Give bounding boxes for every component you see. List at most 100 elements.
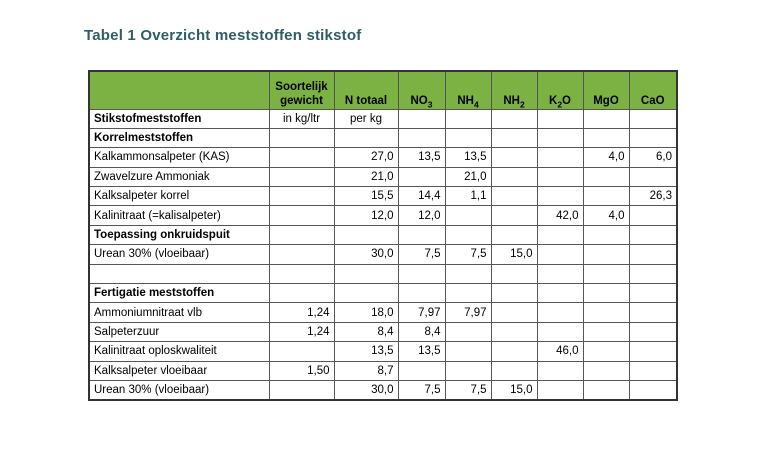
cell	[444, 341, 492, 362]
cell: 1,50	[268, 360, 335, 381]
cell	[444, 127, 492, 149]
cell	[333, 283, 399, 304]
cell	[397, 166, 446, 188]
cell: 7,97	[444, 302, 492, 323]
cell	[397, 263, 446, 285]
cell	[628, 244, 678, 265]
cell: 13,5	[444, 147, 492, 168]
cell	[268, 147, 335, 168]
cell	[490, 302, 538, 323]
row-label: Kalkammonsalpeter (KAS)	[88, 147, 270, 168]
cell	[444, 224, 492, 246]
cell	[536, 147, 584, 168]
col-subscript: 2	[519, 99, 525, 109]
row-label: Urean 30% (vloeibaar)	[88, 379, 270, 401]
row-label: Kalinitraat oploskwaliteit	[88, 341, 270, 362]
cell	[628, 224, 678, 246]
row-label: Fertigatie meststoffen	[88, 283, 270, 304]
cell	[536, 108, 584, 129]
cell	[444, 263, 492, 285]
cell: 13,5	[397, 147, 446, 168]
cell	[582, 379, 630, 401]
col-label: NO	[410, 94, 428, 107]
table-row: Urean 30% (vloeibaar) 30,0 7,5 7,5 15,0	[88, 379, 678, 401]
row-label: Salpeterzuur	[88, 321, 270, 343]
row-label: Stikstofmeststoffen	[88, 108, 270, 129]
cell	[444, 321, 492, 343]
header-col-soortelijk-gewicht: Soortelijk gewicht	[268, 70, 335, 110]
cell	[268, 127, 335, 149]
table-row: Kalksalpeter vloeibaar 1,50 8,7	[88, 360, 678, 381]
cell	[268, 186, 335, 207]
cell: 21,0	[333, 166, 399, 188]
cell	[333, 127, 399, 149]
col-subscript: 4	[473, 99, 479, 109]
cell	[628, 127, 678, 149]
cell: 1,1	[444, 186, 492, 207]
cell	[490, 108, 538, 129]
cell: 15,0	[490, 379, 538, 401]
header-row: Soortelijk gewicht N totaal NO3 NH4 NH2 …	[88, 70, 678, 110]
col-label: MgO	[593, 94, 619, 107]
cell: 1,24	[268, 321, 335, 343]
cell: 14,4	[397, 186, 446, 207]
cell	[582, 186, 630, 207]
cell: 7,5	[397, 244, 446, 265]
cell: 21,0	[444, 166, 492, 188]
cell	[444, 205, 492, 226]
cell	[268, 263, 335, 285]
cell	[490, 283, 538, 304]
col-label: CaO	[640, 94, 665, 107]
cell	[490, 360, 538, 381]
table-caption: Tabel 1 Overzicht meststoffen stikstof	[84, 27, 362, 44]
cell	[333, 263, 399, 285]
header-col-nh4: NH4	[444, 70, 492, 110]
cell	[536, 302, 584, 323]
cell: 13,5	[333, 341, 399, 362]
cell	[582, 302, 630, 323]
cell: 27,0	[333, 147, 399, 168]
cell: 1,24	[268, 302, 335, 323]
header-col-nh2: NH2	[490, 70, 538, 110]
cell	[536, 360, 584, 381]
row-label: Urean 30% (vloeibaar)	[88, 244, 270, 265]
cell	[490, 127, 538, 149]
cell	[582, 127, 630, 149]
cell	[490, 186, 538, 207]
header-col-mgo: MgO	[582, 70, 630, 110]
header-col-no3: NO3	[397, 70, 446, 110]
cell: 26,3	[628, 186, 678, 207]
cell: 13,5	[397, 341, 446, 362]
cell	[268, 341, 335, 362]
cell: in kg/ltr	[268, 108, 335, 129]
col-subscript: 3	[427, 99, 433, 109]
cell: 8,7	[333, 360, 399, 381]
table-row: Urean 30% (vloeibaar) 30,0 7,5 7,5 15,0	[88, 244, 678, 265]
cell	[397, 127, 446, 149]
row-label: Toepassing onkruidspuit	[88, 224, 270, 246]
cell	[628, 166, 678, 188]
cell	[628, 321, 678, 343]
col-label: N totaal	[344, 94, 388, 107]
meststoffen-table: Soortelijk gewicht N totaal NO3 NH4 NH2 …	[88, 70, 678, 401]
table-row: Kalinitraat (=kalisalpeter) 12,0 12,0 42,0 4…	[88, 205, 678, 226]
cell	[268, 205, 335, 226]
row-label: Kalksalpeter korrel	[88, 186, 270, 207]
cell	[268, 244, 335, 265]
cell	[444, 360, 492, 381]
table-row: Kalkammonsalpeter (KAS) 27,0 13,5 13,5 4,0 6,…	[88, 147, 678, 168]
row-label	[88, 263, 270, 285]
cell	[582, 341, 630, 362]
col-label: Soortelijk gewicht	[275, 81, 328, 107]
cell	[444, 283, 492, 304]
cell	[582, 321, 630, 343]
cell	[490, 321, 538, 343]
cell: 7,97	[397, 302, 446, 323]
cell	[536, 224, 584, 246]
table-row: Fertigatie meststoffen	[88, 283, 678, 304]
cell: 15,0	[490, 244, 538, 265]
cell	[628, 302, 678, 323]
cell: 46,0	[536, 341, 584, 362]
table-row: Salpeterzuur 1,24 8,4 8,4	[88, 321, 678, 343]
